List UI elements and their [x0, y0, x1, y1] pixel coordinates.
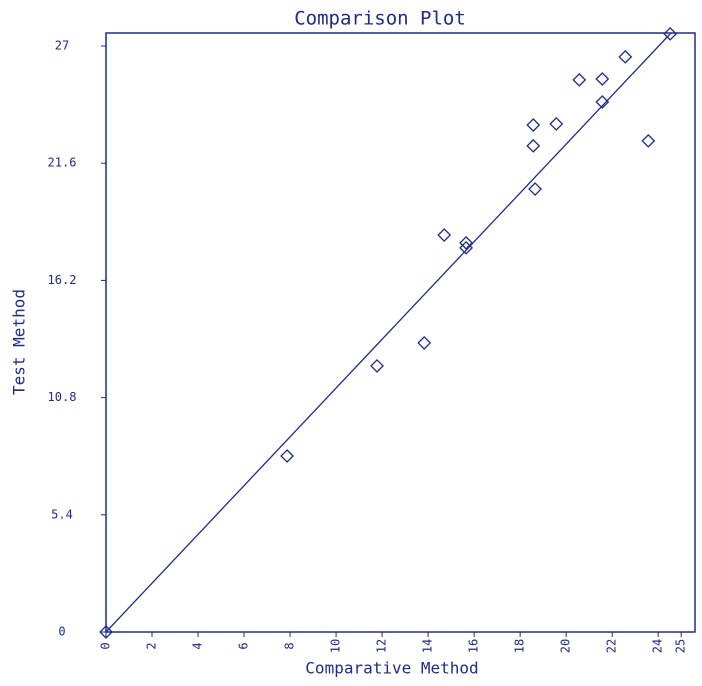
x-tick-label: 20 [559, 639, 573, 653]
data-point [370, 359, 384, 373]
data-point [572, 72, 587, 87]
x-tick-label: 24 [651, 639, 665, 653]
y-tick-label: 5.4 [51, 507, 73, 521]
plot-frame [105, 32, 696, 633]
x-tick-label: 0 [99, 642, 113, 649]
data-point [618, 49, 633, 64]
x-tick-label: 18 [513, 639, 527, 653]
data-point [459, 235, 473, 250]
y-tick-label: 0 [58, 625, 65, 639]
x-tick-label: 6 [237, 642, 251, 649]
data-point [459, 240, 473, 255]
x-tick-label: 8 [283, 642, 297, 649]
x-axis-label: Comparative Method [305, 659, 478, 678]
data-point [641, 133, 656, 148]
chart-title: Comparison Plot [294, 8, 466, 30]
y-tick-label: 10.8 [48, 390, 77, 404]
y-axis-label: Test Method [10, 289, 29, 395]
x-tick-label: 25 [674, 639, 688, 653]
y-tick-label: 27 [55, 39, 69, 53]
data-point [526, 118, 541, 132]
x-tick-label: 4 [191, 642, 205, 649]
x-tick-label: 10 [329, 639, 343, 653]
y-tick-label: 16.2 [48, 273, 77, 287]
x-tick-label: 14 [421, 639, 435, 653]
data-point [528, 182, 543, 196]
data-point [663, 26, 678, 41]
data-point [526, 138, 541, 153]
x-tick-label: 2 [145, 642, 159, 649]
data-point [437, 228, 452, 242]
x-tick-label: 22 [605, 639, 619, 653]
data-point [99, 625, 113, 639]
data-point [280, 449, 294, 463]
fit-line [105, 33, 671, 633]
data-point [595, 72, 610, 86]
x-tick-label: 16 [467, 639, 481, 653]
data-point [417, 335, 432, 350]
y-tick-label: 21.6 [48, 156, 77, 170]
data-point [595, 95, 610, 109]
x-tick-label: 12 [375, 639, 389, 653]
data-point [549, 117, 564, 131]
